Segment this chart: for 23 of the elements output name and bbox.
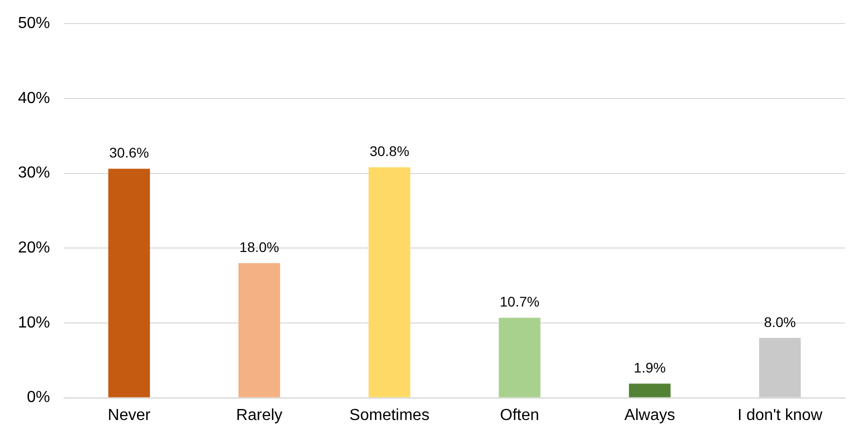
y-tick-label: 20% [18,240,50,257]
data-label: 18.0% [239,238,280,255]
y-tick-label: 10% [18,314,50,332]
data-label: 1.9% [634,359,666,376]
bar [498,318,540,398]
x-tick-label: Rarely [236,406,282,424]
data-label: 8.0% [764,314,796,330]
bar [628,384,671,398]
data-label: 30.6% [109,144,149,161]
x-tick-label: Often [500,406,540,424]
bar [108,168,150,398]
x-tick-label: I don't know [737,406,823,424]
y-tick-label: 40% [18,90,50,107]
x-tick-label: Always [624,406,676,424]
data-label: 10.7% [500,294,540,310]
bar [238,263,280,398]
y-tick-label: 30% [18,164,50,182]
data-label: 30.8% [370,143,410,160]
y-tick-label: 50% [18,15,50,32]
x-tick-label: Never [108,406,152,424]
bar [368,167,410,398]
y-tick-label: 0% [26,389,50,406]
x-tick-label: Sometimes [349,406,430,424]
